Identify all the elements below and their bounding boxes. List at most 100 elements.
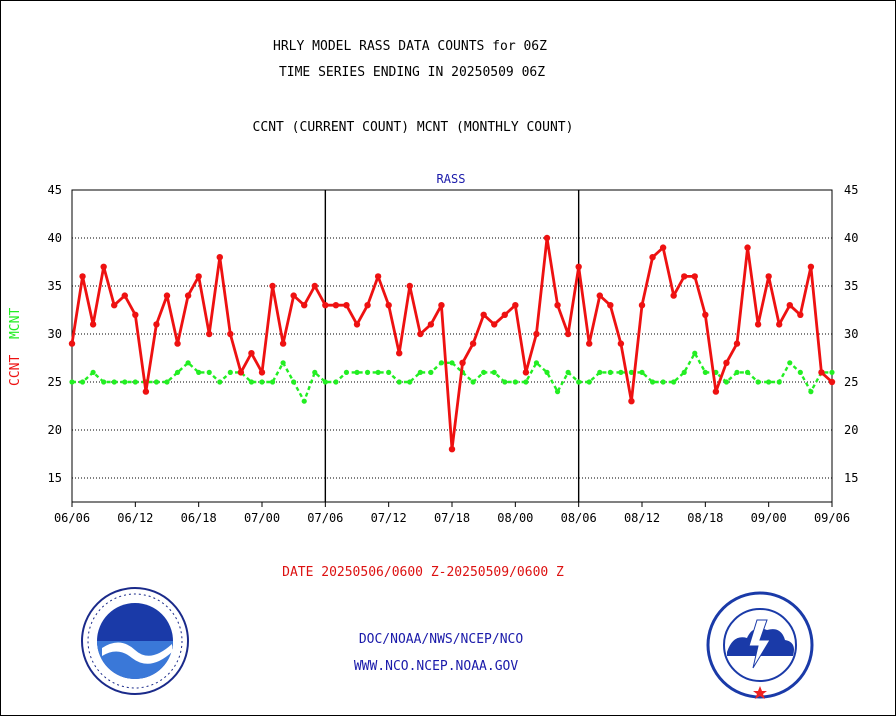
data-point-ccnt	[206, 330, 213, 338]
data-point-mcnt	[386, 369, 392, 375]
data-point-ccnt	[142, 388, 150, 395]
data-point-ccnt	[311, 282, 318, 290]
data-point-ccnt	[448, 446, 456, 453]
x-tick-label: 07/06	[307, 511, 343, 525]
x-tick-label: 07/18	[434, 511, 470, 525]
data-point-mcnt	[101, 379, 107, 385]
chart-title-line2: TIME SERIES ENDING IN 20250509 06Z	[278, 65, 546, 80]
x-tick-label: 08/12	[624, 511, 660, 525]
data-point-ccnt	[396, 350, 403, 357]
data-point-ccnt	[765, 273, 772, 280]
y-tick-label-right: 35	[844, 279, 858, 293]
data-point-ccnt	[564, 330, 572, 338]
data-point-ccnt	[702, 311, 709, 318]
data-point-ccnt	[480, 311, 487, 318]
data-point-ccnt	[575, 263, 582, 270]
data-point-mcnt	[301, 398, 307, 404]
data-point-ccnt	[237, 369, 245, 376]
data-point-mcnt	[470, 379, 476, 385]
y-tick-label-left: 30	[48, 327, 62, 341]
data-point-mcnt	[449, 360, 455, 366]
data-point-mcnt	[396, 379, 402, 385]
data-point-mcnt	[79, 379, 86, 385]
data-point-ccnt	[174, 340, 181, 347]
data-point-ccnt	[100, 263, 107, 270]
data-point-mcnt	[692, 350, 698, 356]
data-point-ccnt	[279, 340, 287, 347]
data-point-mcnt	[111, 379, 117, 385]
x-tick-label: 07/12	[371, 511, 407, 525]
data-point-mcnt	[797, 369, 803, 375]
plot-area	[71, 189, 833, 503]
data-point-ccnt	[744, 244, 751, 251]
data-point-mcnt	[227, 369, 233, 375]
data-point-mcnt	[291, 379, 297, 385]
data-point-mcnt	[407, 379, 413, 385]
data-point-ccnt	[132, 311, 139, 318]
data-point-ccnt	[343, 302, 350, 309]
data-point-mcnt	[364, 369, 371, 375]
data-point-ccnt	[469, 340, 477, 347]
data-point-mcnt	[438, 360, 445, 366]
data-point-ccnt	[554, 302, 561, 309]
y-tick-label-left: 45	[48, 183, 62, 197]
data-point-mcnt	[491, 369, 497, 375]
data-point-mcnt	[829, 369, 835, 375]
data-point-mcnt	[544, 369, 550, 375]
data-point-mcnt	[312, 369, 318, 375]
nws-logo	[705, 590, 815, 704]
data-point-ccnt	[427, 321, 435, 328]
data-point-mcnt	[755, 379, 761, 385]
data-point-ccnt	[184, 292, 192, 299]
data-point-ccnt	[828, 378, 836, 386]
data-point-ccnt	[628, 398, 635, 405]
data-point-mcnt	[639, 369, 645, 375]
y-tick-label-right: 25	[844, 375, 858, 389]
data-point-mcnt	[280, 360, 286, 366]
data-point-ccnt	[786, 302, 793, 309]
x-tick-label: 09/06	[814, 511, 850, 525]
data-point-ccnt	[733, 340, 741, 347]
footer-org: DOC/NOAA/NWS/NCEP/NCO	[358, 632, 524, 647]
data-point-ccnt	[818, 369, 825, 376]
data-point-ccnt	[269, 282, 276, 290]
y-tick-label-right: 40	[844, 231, 858, 245]
data-point-mcnt	[787, 360, 793, 366]
data-point-mcnt	[196, 369, 202, 375]
data-point-mcnt	[248, 379, 255, 385]
chart-subtitle: CCNT (CURRENT COUNT) MCNT (MONTHLY COUNT…	[252, 120, 574, 135]
data-point-mcnt	[90, 369, 96, 375]
data-point-mcnt	[776, 379, 782, 385]
data-point-mcnt	[481, 369, 487, 375]
data-point-ccnt	[723, 359, 730, 366]
data-point-ccnt	[659, 244, 667, 251]
data-point-mcnt	[259, 379, 265, 385]
data-point-ccnt	[163, 292, 171, 299]
y-tick-label-right: 15	[844, 471, 858, 485]
y-tick-label-right: 30	[844, 327, 858, 341]
data-point-ccnt	[543, 234, 551, 242]
data-point-ccnt	[332, 302, 340, 309]
data-point-mcnt	[417, 369, 423, 375]
data-point-mcnt	[185, 360, 191, 366]
data-point-mcnt	[808, 389, 814, 395]
x-tick-label: 06/06	[54, 511, 90, 525]
data-point-ccnt	[533, 330, 540, 338]
data-point-mcnt	[649, 379, 656, 385]
data-point-ccnt	[258, 369, 266, 376]
data-point-ccnt	[491, 321, 498, 328]
data-point-mcnt	[269, 379, 276, 385]
data-point-ccnt	[406, 282, 413, 290]
y-tick-label-right: 45	[844, 183, 858, 197]
data-point-mcnt	[333, 379, 339, 385]
rass-count-chart: 15 15 20 20 25 25 30 30 35 35 40 40 45 45 06/06 06/12 06…	[48, 172, 859, 525]
data-point-mcnt	[628, 369, 635, 375]
data-point-ccnt	[512, 302, 519, 309]
data-point-mcnt	[428, 369, 434, 375]
data-point-mcnt	[702, 369, 708, 375]
data-point-ccnt	[89, 321, 97, 328]
x-tick-label: 08/18	[687, 511, 723, 525]
data-point-mcnt	[523, 379, 529, 385]
data-point-ccnt	[617, 340, 625, 347]
data-point-mcnt	[206, 369, 212, 375]
